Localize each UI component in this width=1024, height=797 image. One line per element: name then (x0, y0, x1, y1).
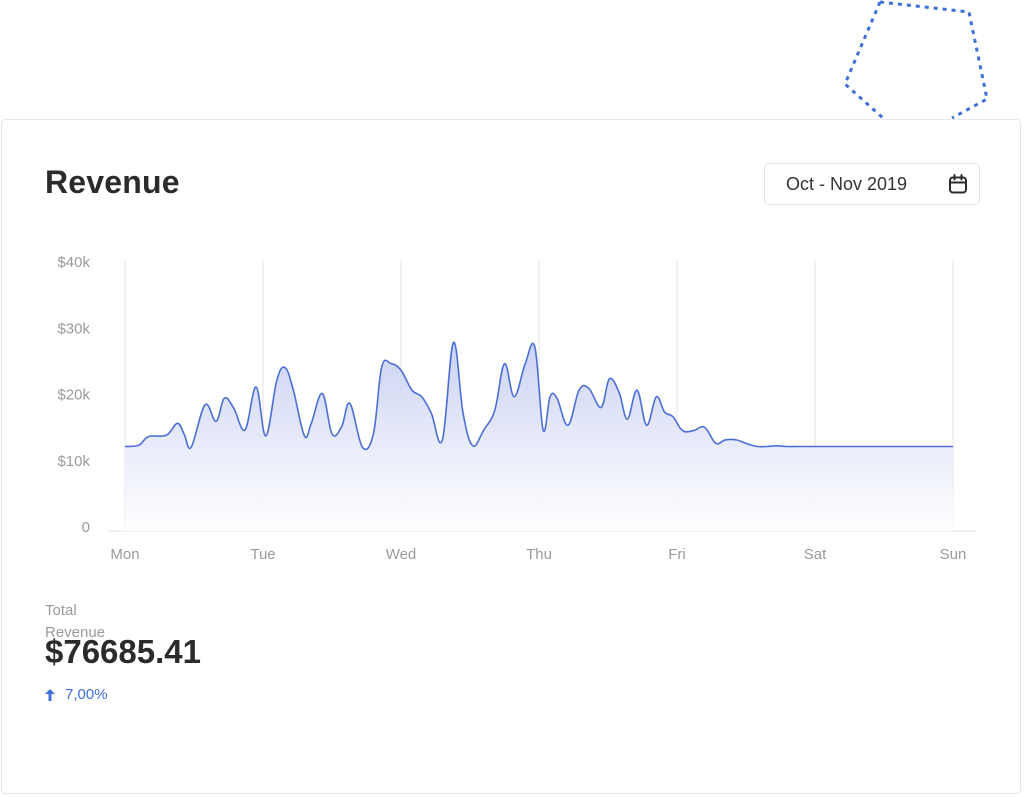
y-tick-label: $40k (57, 254, 90, 271)
revenue-card: Revenue Oct - Nov 2019 0 $10k $20k $30k $40k… (1, 119, 1021, 794)
revenue-area-fill (125, 342, 953, 531)
total-revenue-label: Total Revenue (45, 602, 106, 641)
x-tick-label: Sat (804, 546, 827, 563)
revenue-change-value: 7,00% (65, 686, 108, 703)
x-tick-label: Wed (386, 546, 417, 563)
x-tick-label: Tue (250, 546, 275, 563)
card-title: Revenue (45, 164, 180, 200)
series-layer (124, 341, 953, 531)
revenue-change: 7,00% (45, 686, 108, 703)
calendar-icon (949, 174, 967, 194)
x-tick-label: Fri (668, 546, 686, 563)
y-tick-label: $20k (57, 387, 90, 404)
y-tick-label: $10k (57, 453, 90, 470)
date-range-picker[interactable]: Oct - Nov 2019 (764, 163, 980, 205)
revenue-area-chart: 0 $10k $20k $30k $40k Mon Tue Wed Thu Fri Sat Sun (57, 254, 977, 563)
y-tick-label: 0 (82, 519, 90, 536)
x-tick-label: Mon (110, 546, 139, 563)
arrow-up-icon (45, 688, 55, 701)
tick-labels: 0 $10k $20k $30k $40k Mon Tue Wed Thu Fri Sat Sun (57, 254, 966, 563)
x-tick-label: Thu (526, 546, 552, 563)
date-range-value: Oct - Nov 2019 (786, 173, 908, 194)
y-tick-label: $30k (57, 320, 90, 337)
revenue-line (124, 341, 953, 451)
x-tick-label: Sun (940, 546, 967, 563)
total-revenue-value: $76685.41 (45, 633, 201, 670)
